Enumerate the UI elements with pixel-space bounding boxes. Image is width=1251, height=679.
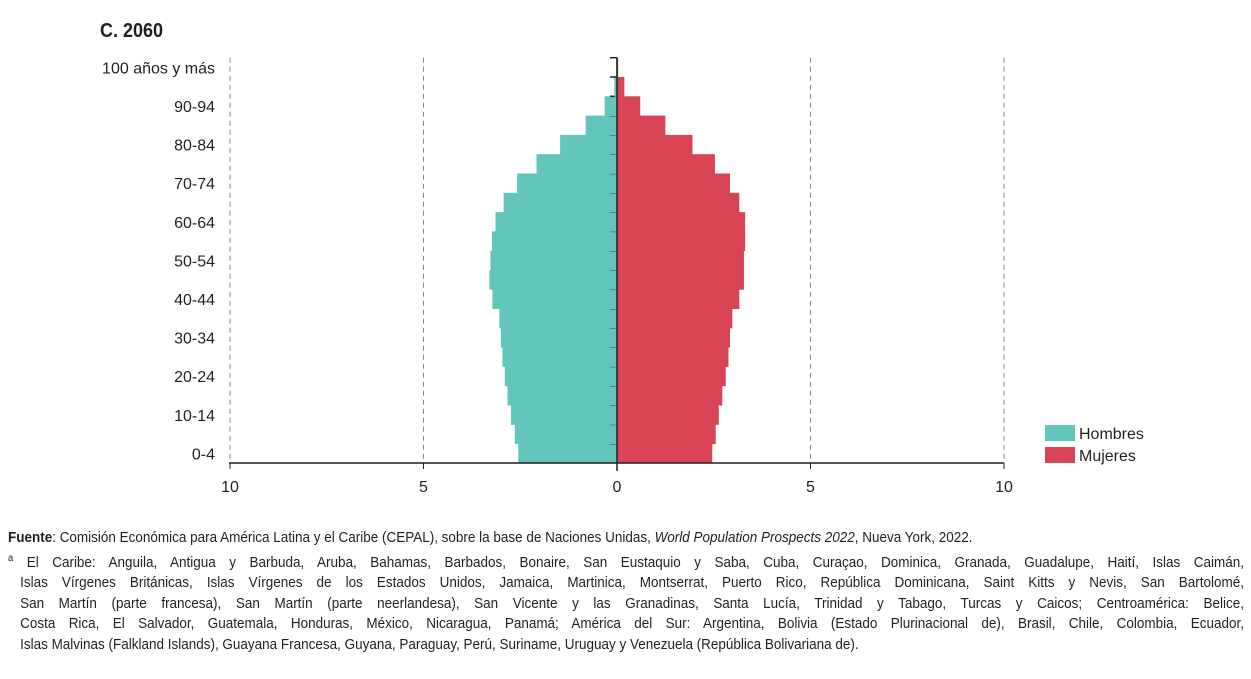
y-tick-label: 10-14 <box>174 408 215 425</box>
bar-hombres-50-54 <box>490 250 617 271</box>
bar-mujeres-35-39 <box>617 308 733 329</box>
legend-label-hombres: Hombres <box>1079 426 1144 443</box>
footnote-mark: a <box>8 552 14 564</box>
bar-mujeres-40-44 <box>617 289 740 309</box>
bar-mujeres-0-4 <box>617 443 713 464</box>
chart-title: C. 2060 <box>100 20 164 42</box>
bar-mujeres-25-29 <box>617 347 729 367</box>
bar-hombres-85-89 <box>585 115 617 136</box>
bar-mujeres-5-9 <box>617 424 716 445</box>
legend-swatch-hombres <box>1045 425 1075 441</box>
bar-hombres-5-9 <box>514 424 617 445</box>
bar-hombres-55-59 <box>491 231 617 252</box>
legend-label-mujeres: Mujeres <box>1079 448 1136 465</box>
footnote-line: Islas Vírgenes Británicas, Islas Vírgene… <box>20 575 1244 592</box>
notes: Fuente: Comisión Económica para América … <box>8 528 1244 655</box>
bar-mujeres-85-89 <box>617 115 666 136</box>
y-tick-label: 30-34 <box>174 331 215 348</box>
y-tick-label: 100 años y más <box>102 60 215 77</box>
bar-mujeres-70-74 <box>617 173 731 194</box>
bar-hombres-90-94 <box>604 96 617 116</box>
bar-mujeres-15-19 <box>617 385 723 406</box>
x-tick-label: 0 <box>613 479 622 496</box>
population-pyramid-chart: 0-4 10-14 20-24 30-34 40-44 50-54 60-64 70-74 80… <box>102 56 1144 496</box>
bar-mujeres-60-64 <box>617 212 746 232</box>
y-tick-label: 90-94 <box>174 99 215 116</box>
bar-hombres-65-69 <box>503 192 617 213</box>
source-label: Fuente <box>8 530 53 546</box>
bar-hombres-80-84 <box>560 134 617 155</box>
y-tick-label: 70-74 <box>174 176 215 193</box>
footnote-line: Costa Rica, El Salvador, Guatemala, Hond… <box>20 616 1244 633</box>
y-tick-label: 20-24 <box>174 369 215 386</box>
x-tick-label: 5 <box>419 479 428 496</box>
bar-hombres-10-14 <box>510 405 617 425</box>
footnote-line: a El Caribe: Anguila, Antigua y Barbuda,… <box>8 549 1244 573</box>
bar-mujeres-65-69 <box>617 192 740 213</box>
bar-hombres-25-29 <box>502 347 617 367</box>
bar-mujeres-20-24 <box>617 366 726 387</box>
bar-hombres-40-44 <box>492 289 617 309</box>
y-tick-label: 60-64 <box>174 215 215 232</box>
bar-mujeres-80-84 <box>617 134 693 155</box>
footnote-text: El Caribe: Anguila, Antigua y Barbuda, A… <box>13 554 1244 571</box>
bar-mujeres-30-34 <box>617 327 731 348</box>
bar-hombres-75-79 <box>536 154 617 174</box>
bar-hombres-30-34 <box>500 327 617 348</box>
bar-mujeres-45-49 <box>617 270 744 290</box>
bar-hombres-0-4 <box>518 443 617 464</box>
x-tick-label: 10 <box>221 479 239 496</box>
bar-mujeres-10-14 <box>617 405 719 425</box>
bar-hombres-70-74 <box>517 173 617 194</box>
y-tick-label: 80-84 <box>174 138 215 155</box>
bar-mujeres-55-59 <box>617 231 746 252</box>
legend-swatch-mujeres <box>1045 447 1075 463</box>
source-line: Fuente: Comisión Económica para América … <box>8 528 1244 549</box>
bar-hombres-20-24 <box>504 366 617 387</box>
bar-hombres-95-99 <box>614 77 617 97</box>
bar-mujeres-90-94 <box>617 96 641 116</box>
y-tick-label: 0-4 <box>192 446 215 463</box>
bar-hombres-35-39 <box>499 308 617 329</box>
bar-mujeres-75-79 <box>617 154 715 174</box>
y-tick-label: 50-54 <box>174 253 215 270</box>
source-text-end: , Nueva York, 2022. <box>854 530 973 546</box>
footnote-line: San Martín (parte francesa), San Martín … <box>20 595 1244 612</box>
bar-mujeres-50-54 <box>617 250 744 271</box>
source-title: World Population Prospects 2022 <box>654 530 855 546</box>
y-tick-label: 40-44 <box>174 292 215 309</box>
x-tick-label: 10 <box>995 479 1013 496</box>
bar-hombres-60-64 <box>495 212 617 232</box>
bar-hombres-15-19 <box>507 385 617 406</box>
bar-mujeres-95-99 <box>617 77 625 97</box>
footnote-line: Islas Malvinas (Falkland Islands), Guaya… <box>20 636 859 653</box>
bar-hombres-45-49 <box>489 270 617 290</box>
source-text: : Comisión Económica para América Latina… <box>52 530 655 546</box>
x-tick-label: 5 <box>806 479 815 496</box>
